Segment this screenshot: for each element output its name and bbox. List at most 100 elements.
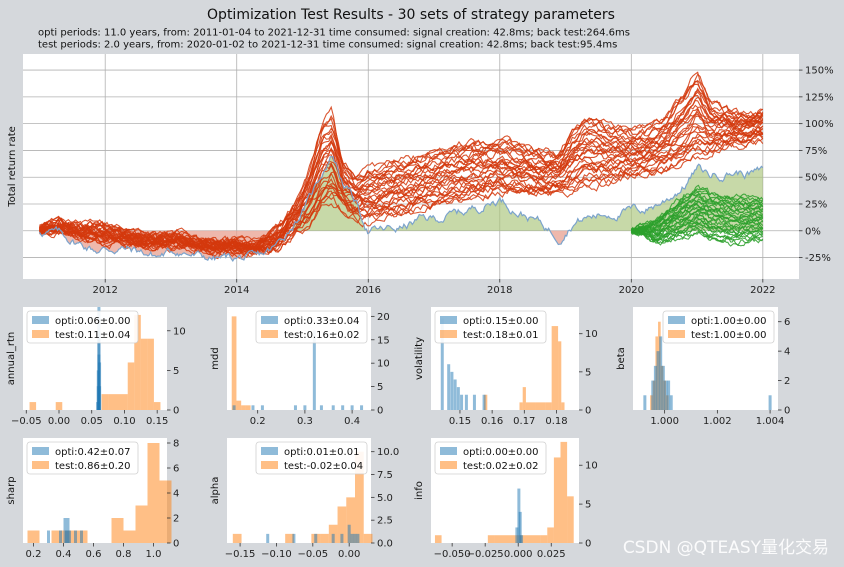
opti-curve xyxy=(39,87,763,250)
legend-swatch-test xyxy=(261,330,278,338)
legend-swatch-opti xyxy=(261,316,278,324)
opti-bar xyxy=(661,365,665,410)
main-y-tick-label: 75% xyxy=(805,146,827,157)
opti-bar xyxy=(312,330,316,410)
main-chart: 2012 2014 2016 2018 2020 2022 -25% 0% 25% 50% 75% 1… xyxy=(7,54,834,296)
test-bar xyxy=(545,402,552,410)
main-x-tick-label: 2020 xyxy=(619,285,644,296)
opti-bar xyxy=(47,530,50,543)
hist-legend: opti:0.15±0.00 test:0.18±0.01 xyxy=(434,310,547,344)
hist-y-tick-label: 5 xyxy=(585,500,591,511)
subtitle-test: test periods: 2.0 years, from: 2020-01-0… xyxy=(38,40,617,51)
test-bar xyxy=(337,506,347,543)
hist-y-tick-label: 15 xyxy=(377,335,390,346)
main-y-tick-label: 50% xyxy=(805,173,827,184)
hist-x-tick-label: 0.6 xyxy=(86,549,102,560)
test-bar xyxy=(153,402,161,410)
hist-y-tick-label: 5.0 xyxy=(377,493,393,504)
hist-volatility: 0.15 0.16 0.17 0.18 0 5 10 volatility opti:0.15±… xyxy=(414,307,598,427)
hist-x-tick-label: 0.4 xyxy=(344,416,360,427)
legend-swatch-opti xyxy=(440,447,457,455)
hist-ylabel: annual_rtn xyxy=(6,332,17,385)
hist-legend: opti:1.00±0.00 test:1.00±0.00 xyxy=(662,310,775,344)
hist-y-tick-label: 0 xyxy=(377,406,383,417)
hist-x-tick-label: 1.000 xyxy=(650,416,679,427)
opti-curve xyxy=(39,89,764,250)
test-bar xyxy=(108,394,128,410)
test-bar xyxy=(320,533,329,543)
main-y-tick-label: -25% xyxy=(805,253,831,264)
opti-bar xyxy=(266,533,270,543)
hist-legend: opti:0.00±0.00 test:0.02±0.02 xyxy=(434,441,547,475)
opti-bar xyxy=(293,405,297,410)
test-curve xyxy=(630,229,763,246)
test-bar xyxy=(551,326,559,410)
hist-x-tick-label: −0.025 xyxy=(467,549,504,560)
test-curve xyxy=(631,199,764,232)
watermark: CSDN @QTEASY量化交易 xyxy=(623,538,829,558)
opti-bar xyxy=(80,530,83,543)
main-y-tick-label: 0% xyxy=(805,226,821,237)
opti-bar xyxy=(350,533,354,543)
test-curve xyxy=(631,222,764,242)
hist-y-tick-label: 6 xyxy=(784,317,790,328)
hist-ylabel: volatility xyxy=(414,337,425,380)
legend-label-opti: opti:0.01±0.01 xyxy=(284,447,359,458)
hist-x-tick-label: 0.10 xyxy=(113,416,135,427)
test-bar xyxy=(27,530,40,543)
legend-label-opti: opti:0.15±0.00 xyxy=(463,316,538,327)
opti-bar xyxy=(456,387,460,410)
test-bar xyxy=(519,402,523,410)
legend-label-test: test:0.86±0.20 xyxy=(55,461,130,472)
opti-bar xyxy=(68,530,71,543)
legend-swatch-opti xyxy=(668,316,685,324)
hist-y-tick-label: 5 xyxy=(377,382,383,393)
legend-swatch-opti xyxy=(440,316,457,324)
legend-swatch-test xyxy=(32,461,49,469)
opti-bar xyxy=(768,395,772,410)
opti-bar xyxy=(303,405,307,410)
test-bar xyxy=(547,527,554,543)
opti-bar xyxy=(347,524,351,543)
hist-y-tick-label: 5 xyxy=(585,367,591,378)
hist-ylabel: beta xyxy=(616,347,627,370)
opti-bar xyxy=(520,535,524,543)
opti-curve xyxy=(39,73,764,248)
opti-curve xyxy=(39,115,764,252)
legend-label-test: test:1.00±0.00 xyxy=(691,330,766,341)
hist-x-tick-label: 0.8 xyxy=(116,549,132,560)
figure-title: Optimization Test Results - 30 sets of s… xyxy=(207,7,615,23)
hist-y-tick-label: 0 xyxy=(585,406,591,417)
opti-bar xyxy=(440,318,444,410)
legend-box xyxy=(255,441,368,475)
opti-bar xyxy=(664,380,668,410)
hist-x-tick-label: 0.17 xyxy=(513,416,535,427)
test-bar xyxy=(147,443,160,543)
test-bar xyxy=(232,533,242,543)
opti-bar xyxy=(518,511,522,543)
hist-legend: opti:0.33±0.04 test:0.16±0.02 xyxy=(255,310,368,344)
opti-bar xyxy=(331,405,335,410)
opti-bar xyxy=(260,405,264,410)
hist-x-tick-label: 0.00 xyxy=(338,549,360,560)
hist-info: −0.050−0.025 0.000 0.025 0 5 10 info opti:0.00±… xyxy=(414,438,598,560)
test-bar xyxy=(147,338,154,410)
hist-y-tick-label: 2.5 xyxy=(377,516,393,527)
opti-bar xyxy=(319,405,323,410)
opti-bar xyxy=(653,365,657,410)
legend-label-opti: opti:0.06±0.00 xyxy=(55,316,130,327)
opti-bar xyxy=(464,394,468,410)
hist-y-tick-label: 20 xyxy=(377,312,390,323)
test-curve xyxy=(631,206,764,234)
opti-bar xyxy=(669,395,673,410)
legend-label-test: test:0.18±0.01 xyxy=(463,330,538,341)
main-y-tick-label: 125% xyxy=(805,92,834,103)
hist-y-tick-label: 10 xyxy=(377,359,390,370)
test-bar xyxy=(101,394,109,410)
opti-bar xyxy=(460,394,464,410)
hist-x-tick-label: 0.2 xyxy=(26,549,42,560)
hist-x-tick-label: 1.0 xyxy=(146,549,162,560)
legend-swatch-test xyxy=(440,330,457,338)
hist-annual_rtn: −0.05 0.00 0.05 0.10 0.15 0 5 10 annual_rtn opti:… xyxy=(6,307,186,427)
hist-legend: opti:0.06±0.00 test:0.11±0.04 xyxy=(26,310,139,344)
